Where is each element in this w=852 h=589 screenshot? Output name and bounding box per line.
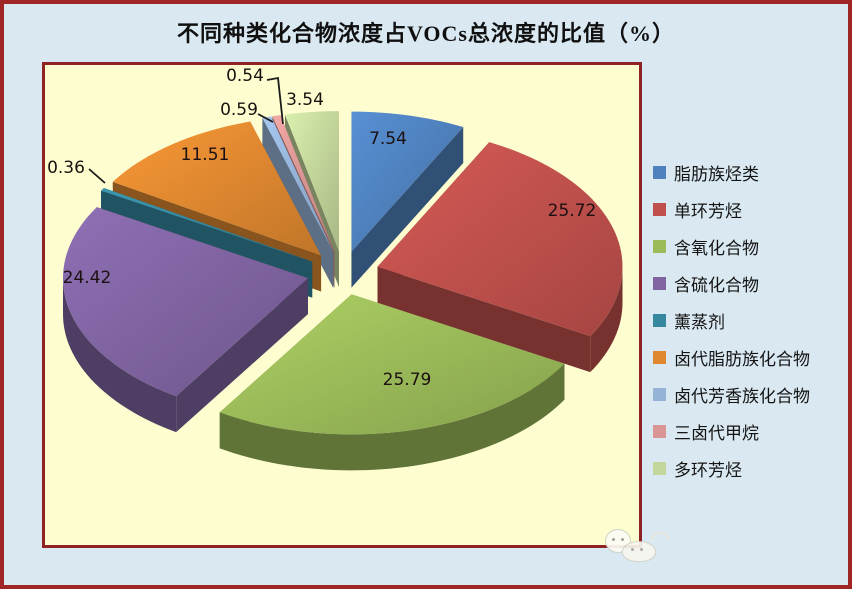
legend-item: 多环芳烃 bbox=[653, 456, 810, 480]
legend-label: 薰蒸剂 bbox=[674, 312, 725, 332]
legend-label: 含氧化合物 bbox=[674, 238, 759, 258]
pie-slice bbox=[63, 207, 308, 397]
pie-chart: 7.54 25.72 25.79 24.42 0.36 11.51 0.59 0.54 3.54 bbox=[47, 66, 623, 471]
pie-slice-side bbox=[63, 276, 177, 433]
legend-label: 卤代脂肪族化合物 bbox=[674, 349, 810, 369]
pie-slice bbox=[284, 111, 340, 252]
legend: 脂肪族烃类 单环芳烃 含氧化合物 含硫化合物 薰蒸剂 卤代脂肪族化合物 卤代芳香… bbox=[653, 160, 810, 493]
data-label: 0.59 bbox=[220, 100, 258, 120]
legend-swatch bbox=[653, 202, 666, 216]
pie-slice bbox=[219, 294, 565, 435]
legend-label: 脂肪族烃类 bbox=[674, 164, 759, 184]
legend-swatch bbox=[653, 424, 666, 438]
pie-slice-side bbox=[219, 363, 565, 471]
legend-label: 单环芳烃 bbox=[674, 201, 742, 221]
data-label: 25.79 bbox=[383, 370, 432, 390]
data-label: 25.72 bbox=[548, 201, 597, 221]
pie-slice-side bbox=[590, 265, 623, 373]
legend-label: 卤代芳香族化合物 bbox=[674, 386, 810, 406]
label-leader-line bbox=[88, 168, 106, 184]
legend-item: 薰蒸剂 bbox=[653, 308, 810, 332]
legend-item: 含硫化合物 bbox=[653, 271, 810, 295]
pie-slice-side bbox=[176, 278, 308, 433]
watermark-figure-icon bbox=[622, 541, 656, 562]
pie-slice-side bbox=[351, 127, 464, 288]
data-label: 7.54 bbox=[369, 129, 407, 149]
label-leader-line bbox=[257, 113, 274, 123]
data-label: 0.54 bbox=[226, 66, 264, 86]
legend-swatch bbox=[653, 313, 666, 327]
data-label: 0.36 bbox=[47, 158, 85, 178]
legend-swatch bbox=[653, 387, 666, 401]
legend-item: 脂肪族烃类 bbox=[653, 160, 810, 184]
legend-swatch bbox=[653, 165, 666, 179]
legend-item: 卤代芳香族化合物 bbox=[653, 382, 810, 406]
pie-slice bbox=[100, 187, 313, 262]
legend-item: 卤代脂肪族化合物 bbox=[653, 345, 810, 369]
pie-slice bbox=[262, 116, 334, 252]
legend-swatch bbox=[653, 461, 666, 475]
legend-swatch bbox=[653, 239, 666, 253]
pie-slice bbox=[351, 111, 464, 252]
watermark bbox=[603, 526, 675, 568]
legend-label: 多环芳烃 bbox=[674, 460, 742, 480]
legend-swatch bbox=[653, 276, 666, 290]
pie-slice-side bbox=[377, 266, 591, 373]
legend-label: 含硫化合物 bbox=[674, 275, 759, 295]
chart-title: 不同种类化合物浓度占VOCs总浓度的比值（%） bbox=[176, 21, 675, 46]
legend-item: 三卤代甲烷 bbox=[653, 419, 810, 443]
label-leader-line bbox=[266, 76, 284, 125]
legend-label: 三卤代甲烷 bbox=[674, 423, 759, 443]
data-label: 24.42 bbox=[63, 268, 112, 288]
data-label: 11.51 bbox=[181, 145, 230, 165]
pie-slice bbox=[112, 121, 322, 256]
legend-item: 含氧化合物 bbox=[653, 234, 810, 258]
data-label: 3.54 bbox=[286, 90, 324, 110]
plot-area: 7.54 25.72 25.79 24.42 0.36 11.51 0.59 0.54 3.54 bbox=[42, 62, 642, 548]
pie-slice bbox=[377, 142, 623, 337]
legend-item: 单环芳烃 bbox=[653, 197, 810, 221]
legend-swatch bbox=[653, 350, 666, 364]
pie-slice bbox=[272, 115, 335, 252]
